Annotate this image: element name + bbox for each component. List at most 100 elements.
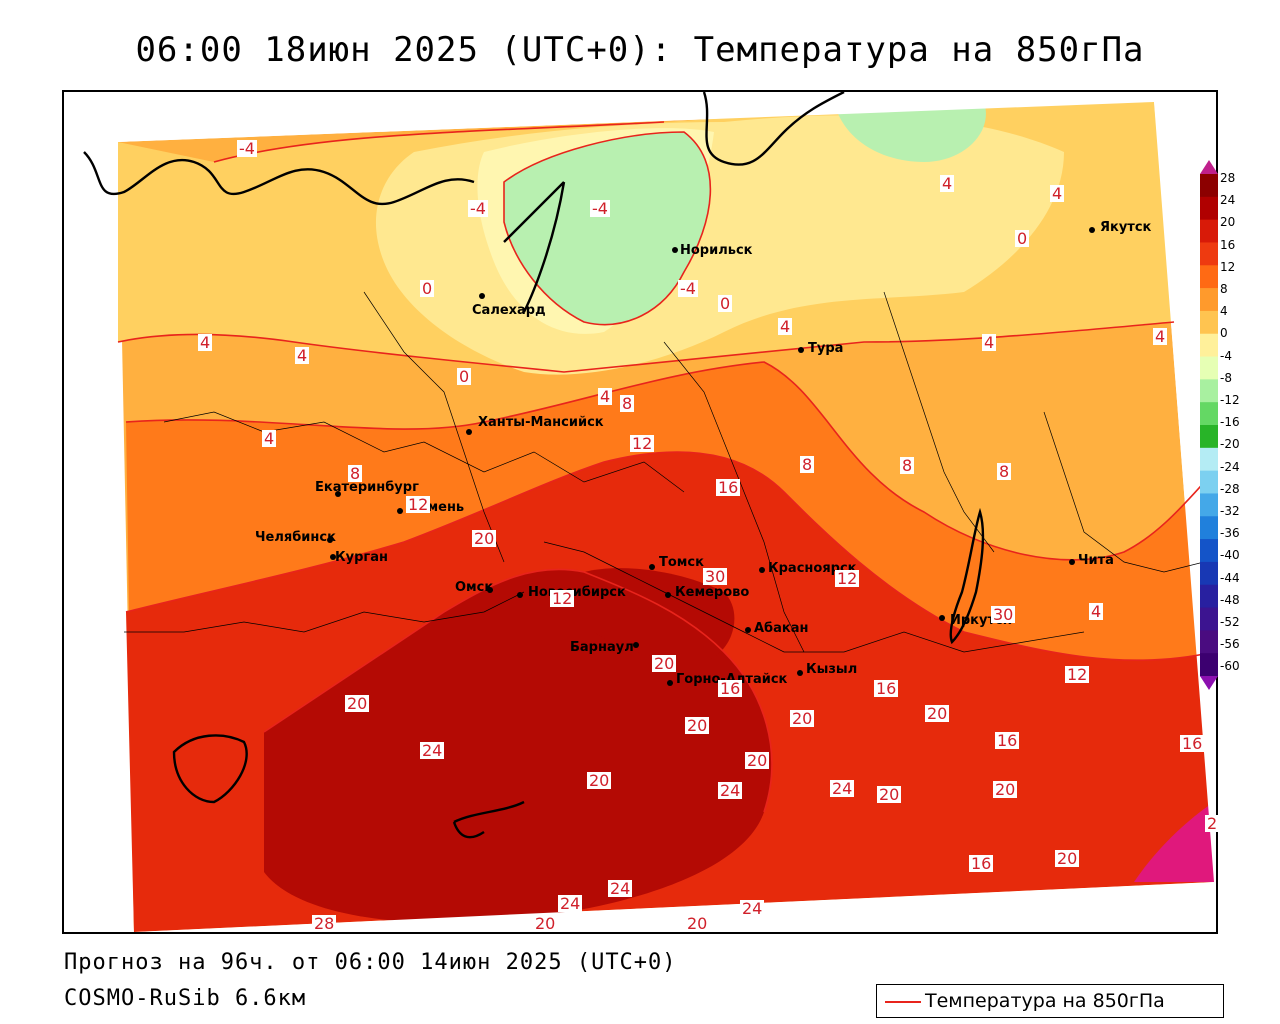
scale-label: -4	[1220, 348, 1232, 363]
isotherm-label: 20	[790, 709, 815, 728]
isotherm-label: 16	[1180, 734, 1205, 753]
isotherms	[117, 121, 1215, 813]
forecast-info: Прогноз на 96ч. от 06:00 14июн 2025 (UTC…	[64, 950, 677, 975]
isotherm-label: 4	[262, 429, 277, 448]
scale-arrow-top	[1200, 160, 1218, 174]
map-title: 06:00 18июн 2025 (UTC+0): Температура на…	[135, 30, 1145, 70]
isotherm-label: -4	[237, 139, 257, 158]
legend: Температура на 850гПа	[876, 984, 1224, 1018]
isotherm-label: 12	[550, 589, 575, 608]
isotherm-label: 20	[877, 785, 902, 804]
scale-label: -60	[1220, 659, 1240, 674]
scale-label: -32	[1220, 504, 1240, 518]
isotherm-label: 8	[348, 464, 363, 483]
isotherm-label: 20	[652, 654, 677, 673]
model-info: COSMO-RuSib 6.6км	[64, 986, 307, 1011]
isotherm-label: 4	[1089, 602, 1104, 621]
isotherm-label: 0	[1015, 229, 1030, 248]
scale-swatch	[1200, 379, 1218, 403]
city-marker	[798, 347, 804, 353]
isotherm-label: 24	[718, 781, 743, 800]
isotherm-label: 2	[1205, 814, 1220, 833]
city-marker	[397, 508, 403, 514]
isotherm-label: 24	[420, 741, 445, 760]
isotherm-label: 0	[457, 367, 472, 386]
scale-label: -48	[1220, 592, 1240, 607]
isotherm-label: 4	[778, 317, 793, 336]
scale-swatch	[1200, 425, 1218, 449]
city-marker	[672, 247, 678, 253]
scale-swatch	[1200, 470, 1218, 494]
scale-label: -40	[1220, 548, 1240, 563]
isotherm-label: 20	[472, 529, 497, 548]
scale-label: -8	[1220, 370, 1232, 385]
scale-swatch	[1200, 174, 1218, 198]
scale-label: -20	[1220, 437, 1240, 452]
lake-baikal	[949, 507, 985, 645]
city-label: Тура	[808, 341, 844, 356]
city-marker	[633, 642, 639, 648]
scale-label: 8	[1220, 282, 1228, 296]
scale-label: 12	[1220, 259, 1236, 274]
zone-magenta	[1134, 802, 1214, 882]
scale-swatch	[1200, 539, 1218, 563]
coastline	[503, 181, 566, 313]
legend-line-swatch	[885, 1001, 921, 1003]
isotherm-label: -4	[468, 199, 488, 218]
scale-label: -44	[1220, 570, 1240, 585]
zone-darkred	[264, 569, 772, 923]
city-label: Челябинск	[255, 530, 336, 545]
isotherm-label: 0	[420, 279, 435, 298]
isotherm-label: 24	[830, 779, 855, 798]
isotherm-line	[125, 361, 1215, 561]
isotherm-label: 20	[345, 694, 370, 713]
city-label: Барнаул	[570, 640, 634, 655]
isotherm-label: 12	[630, 434, 655, 453]
isotherm-label: 30	[703, 567, 728, 586]
city-label: Норильск	[680, 243, 753, 258]
map-svg	[64, 92, 1216, 932]
aral-sea	[172, 734, 248, 804]
city-marker	[517, 592, 523, 598]
city-marker	[1069, 559, 1075, 565]
scale-swatch	[1200, 607, 1218, 631]
isotherm-line	[263, 568, 773, 813]
scale-label: -56	[1220, 637, 1240, 652]
scale-swatch	[1200, 196, 1218, 221]
isotherm-label: 20	[1055, 849, 1080, 868]
scale-swatch	[1200, 447, 1218, 472]
isotherm-label: 12	[835, 569, 860, 588]
isotherm-label: 24	[558, 894, 583, 913]
city-marker	[797, 670, 803, 676]
isotherm-label: 16	[718, 679, 743, 698]
isotherm-label: 4	[1153, 327, 1168, 346]
scale-swatch	[1200, 242, 1218, 266]
isotherm-label: 16	[874, 679, 899, 698]
scale-swatch	[1200, 356, 1218, 380]
city-marker	[327, 537, 333, 543]
border	[363, 291, 505, 563]
isotherm-line	[125, 451, 1215, 662]
isotherm-label: 4	[1050, 184, 1065, 203]
city-label: Кызыл	[806, 662, 858, 677]
map-area	[62, 90, 1218, 934]
scale-swatch	[1200, 516, 1218, 540]
isotherm-label: 28	[312, 914, 337, 933]
coastline	[702, 92, 845, 166]
city-label: Кемерово	[675, 585, 750, 600]
scale-label: -36	[1220, 526, 1240, 541]
border	[883, 291, 995, 553]
scale-label: -16	[1220, 415, 1240, 430]
city-label: Ханты-Мансийск	[478, 415, 604, 430]
city-label: Новосибирск	[528, 585, 626, 600]
isotherm-line	[503, 131, 712, 326]
scale-label: -12	[1220, 393, 1240, 407]
city-marker	[649, 564, 655, 570]
scale-arrow-bottom	[1200, 676, 1218, 690]
scale-label: 16	[1220, 237, 1236, 252]
admin-boundaries	[124, 291, 1205, 653]
border	[1043, 411, 1205, 573]
isotherm-label: 8	[900, 456, 915, 475]
isotherm-label: -4	[590, 199, 610, 218]
scale-label: 24	[1220, 193, 1236, 208]
